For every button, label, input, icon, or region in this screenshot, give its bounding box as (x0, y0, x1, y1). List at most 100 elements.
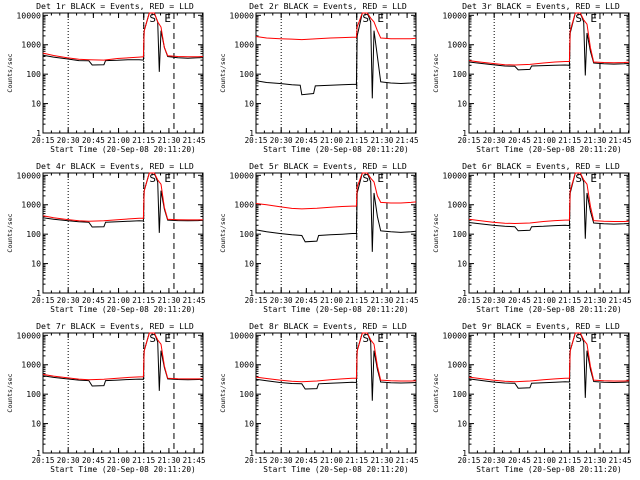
x-tick-label: 21:15 (345, 296, 368, 305)
y-tick-label: 1 (462, 288, 467, 298)
x-tick-label: 20:30 (270, 136, 293, 145)
series-line-lld (42, 332, 204, 381)
y-tick-label: 100 (239, 229, 254, 239)
event-marker-s: S (575, 332, 582, 345)
event-marker-e: E (377, 12, 384, 25)
x-tick-label: 21:30 (370, 456, 393, 465)
chart-panel-9: Det 9r BLACK = Events, RED = LLD 1 10 100 10… (432, 321, 632, 474)
plot-frame (255, 172, 417, 294)
x-tick-label: 21:45 (183, 296, 206, 305)
y-tick-label: 1000 (21, 40, 41, 50)
y-axis-label: Counts/sec (432, 373, 440, 412)
series-line-lld (42, 12, 204, 61)
y-tick-label: 10000 (442, 10, 467, 20)
x-tick-label: 20:45 (82, 456, 105, 465)
x-tick-label: 21:15 (558, 456, 581, 465)
x-axis-label: Start Time (20-Sep-08 20:11:20) (50, 465, 196, 474)
chart-title: Det 6r BLACK = Events, RED = LLD (462, 161, 620, 171)
x-axis-label: Start Time (20-Sep-08 20:11:20) (476, 145, 622, 154)
x-tick-label: 21:30 (370, 296, 393, 305)
y-axis-label: Counts/sec (219, 373, 227, 412)
y-tick-label: 1 (249, 288, 254, 298)
x-tick-label: 21:00 (107, 456, 130, 465)
x-axis-label: Start Time (20-Sep-08 20:11:20) (476, 305, 622, 314)
x-tick-label: 21:45 (609, 456, 632, 465)
x-tick-label: 21:30 (583, 456, 606, 465)
y-tick-label: 100 (452, 389, 467, 399)
x-tick-label: 21:15 (132, 136, 155, 145)
x-tick-label: 21:15 (345, 136, 368, 145)
x-tick-label: 20:15 (458, 296, 481, 305)
y-tick-label: 1 (249, 448, 254, 458)
event-marker-s: S (575, 172, 582, 185)
x-tick-label: 20:15 (245, 456, 268, 465)
series-line-lld (255, 12, 417, 41)
plot-frame (42, 172, 204, 294)
x-tick-label: 20:30 (483, 296, 506, 305)
x-tick-label: 21:00 (533, 136, 556, 145)
y-tick-label: 1 (36, 128, 41, 138)
x-tick-label: 21:00 (107, 136, 130, 145)
chart-panel-7: Det 7r BLACK = Events, RED = LLD 1 10 100 10… (6, 321, 206, 474)
series-line-events (468, 172, 630, 239)
y-tick-label: 10 (244, 259, 254, 269)
series-line-events (42, 172, 204, 233)
x-tick-label: 20:45 (295, 296, 318, 305)
x-tick-label: 21:45 (609, 296, 632, 305)
chart-title: Det 9r BLACK = Events, RED = LLD (462, 321, 620, 331)
series-line-lld (468, 332, 630, 383)
x-tick-label: 20:15 (32, 296, 55, 305)
x-tick-label: 20:30 (57, 296, 80, 305)
x-tick-label: 21:00 (320, 136, 343, 145)
series-line-lld (42, 172, 204, 222)
series-line-events (468, 12, 630, 76)
x-tick-label: 20:15 (32, 456, 55, 465)
y-tick-label: 10000 (229, 170, 254, 180)
y-tick-label: 1000 (21, 200, 41, 210)
x-tick-label: 20:15 (32, 136, 55, 145)
y-tick-label: 1 (249, 128, 254, 138)
x-tick-label: 21:45 (609, 136, 632, 145)
y-axis-label: Counts/sec (219, 53, 227, 92)
series-line-events (255, 12, 417, 99)
chart-panel-5: Det 5r BLACK = Events, RED = LLD 1 10 100 10… (219, 161, 419, 314)
x-tick-label: 21:30 (583, 136, 606, 145)
y-tick-label: 10000 (16, 330, 41, 340)
x-axis-label: Start Time (20-Sep-08 20:11:20) (476, 465, 622, 474)
event-marker-e: E (377, 332, 384, 345)
x-tick-label: 21:00 (320, 456, 343, 465)
series-line-events (255, 332, 417, 401)
x-tick-label: 20:45 (82, 296, 105, 305)
x-tick-label: 20:45 (295, 456, 318, 465)
series-line-events (255, 172, 417, 252)
series-line-lld (468, 172, 630, 225)
y-tick-label: 100 (26, 389, 41, 399)
x-tick-label: 20:30 (270, 296, 293, 305)
y-tick-label: 100 (239, 389, 254, 399)
x-tick-label: 21:30 (157, 456, 180, 465)
event-marker-e: E (590, 12, 597, 25)
y-tick-label: 10 (31, 419, 41, 429)
event-marker-e: E (590, 332, 597, 345)
chart-panel-2: Det 2r BLACK = Events, RED = LLD 1 10 100 10… (219, 1, 419, 154)
plot-frame (42, 332, 204, 454)
x-tick-label: 20:45 (508, 296, 531, 305)
x-axis-label: Start Time (20-Sep-08 20:11:20) (50, 305, 196, 314)
plot-frame (468, 172, 630, 294)
event-marker-e: E (164, 172, 171, 185)
x-tick-label: 21:00 (107, 296, 130, 305)
chart-title: Det 2r BLACK = Events, RED = LLD (249, 1, 407, 11)
x-axis-label: Start Time (20-Sep-08 20:11:20) (263, 145, 409, 154)
y-tick-label: 100 (26, 69, 41, 79)
y-tick-label: 1 (36, 288, 41, 298)
y-tick-label: 10 (457, 419, 467, 429)
x-tick-label: 20:45 (508, 456, 531, 465)
chart-title: Det 4r BLACK = Events, RED = LLD (36, 161, 194, 171)
x-tick-label: 20:45 (295, 136, 318, 145)
series-line-events (42, 332, 204, 391)
y-tick-label: 100 (26, 229, 41, 239)
y-tick-label: 1000 (447, 360, 467, 370)
y-tick-label: 10000 (442, 330, 467, 340)
x-tick-label: 20:15 (458, 136, 481, 145)
